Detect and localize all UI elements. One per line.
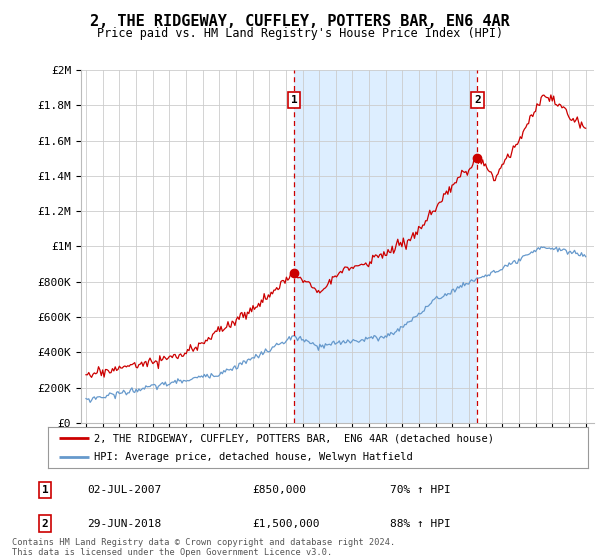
Text: 2, THE RIDGEWAY, CUFFLEY, POTTERS BAR, EN6 4AR: 2, THE RIDGEWAY, CUFFLEY, POTTERS BAR, E… xyxy=(90,14,510,29)
Text: £1,500,000: £1,500,000 xyxy=(252,519,320,529)
Text: Contains HM Land Registry data © Crown copyright and database right 2024.
This d: Contains HM Land Registry data © Crown c… xyxy=(12,538,395,557)
Text: 70% ↑ HPI: 70% ↑ HPI xyxy=(390,485,451,495)
Text: 1: 1 xyxy=(291,95,298,105)
Text: £850,000: £850,000 xyxy=(252,485,306,495)
Text: HPI: Average price, detached house, Welwyn Hatfield: HPI: Average price, detached house, Welw… xyxy=(94,452,413,461)
Text: 2, THE RIDGEWAY, CUFFLEY, POTTERS BAR,  EN6 4AR (detached house): 2, THE RIDGEWAY, CUFFLEY, POTTERS BAR, E… xyxy=(94,433,494,443)
Bar xyxy=(294,70,478,423)
Text: 2: 2 xyxy=(41,519,49,529)
Text: 02-JUL-2007: 02-JUL-2007 xyxy=(87,485,161,495)
Text: 29-JUN-2018: 29-JUN-2018 xyxy=(87,519,161,529)
Text: 1: 1 xyxy=(41,485,49,495)
Text: 2: 2 xyxy=(474,95,481,105)
Text: 88% ↑ HPI: 88% ↑ HPI xyxy=(390,519,451,529)
Text: Price paid vs. HM Land Registry's House Price Index (HPI): Price paid vs. HM Land Registry's House … xyxy=(97,27,503,40)
